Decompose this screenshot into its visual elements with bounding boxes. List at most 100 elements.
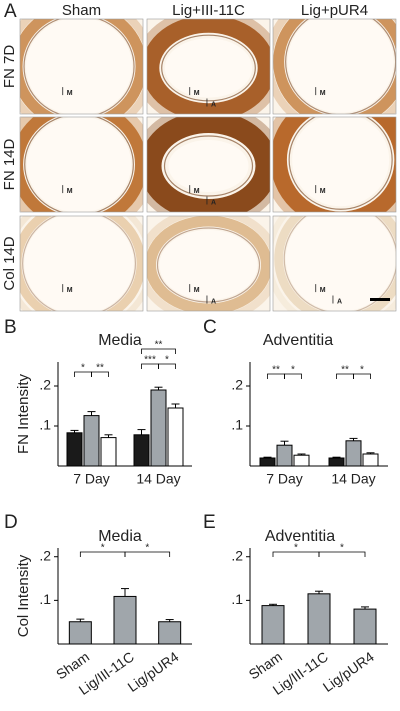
y-tick-label: .2 — [231, 377, 243, 393]
micrograph — [20, 216, 143, 311]
lumen — [26, 19, 133, 114]
vessel-intima — [24, 117, 134, 212]
chart-title: Adventitia — [263, 332, 333, 349]
y-tick-label: .1 — [231, 591, 243, 607]
cell-border — [272, 215, 397, 312]
y-tick-label: .2 — [39, 547, 51, 563]
row-label: FN 14D — [1, 138, 18, 190]
vessel-media — [20, 19, 143, 114]
significance-label: * — [101, 543, 105, 554]
significance-label: *** — [144, 355, 156, 366]
lumen — [159, 230, 258, 300]
micrograph — [147, 19, 270, 114]
bar — [167, 407, 184, 467]
chart-title: Media — [98, 528, 142, 545]
y-tick-label: .2 — [39, 377, 51, 393]
x-tick-label: 7 Day — [73, 471, 110, 487]
vessel-intima — [156, 227, 261, 303]
row-label: Col 14D — [1, 236, 18, 290]
cell-label: A — [337, 298, 342, 305]
y-tick-label: .1 — [39, 591, 51, 607]
cell-border — [272, 18, 397, 115]
vessel-intima — [163, 135, 254, 197]
significance-label: * — [165, 355, 169, 366]
vessel-media — [273, 19, 396, 114]
scale-bar — [370, 298, 390, 301]
micrograph — [147, 117, 270, 212]
panel-label: E — [203, 512, 216, 533]
vessel-media — [147, 117, 270, 212]
bar — [66, 432, 83, 467]
x-tick-label: 7 Day — [266, 471, 303, 487]
significance-label: ** — [155, 340, 163, 351]
panel-label: D — [4, 512, 18, 533]
bar — [113, 595, 137, 645]
cell-border — [19, 18, 144, 115]
column-header: Lig+pUR4 — [301, 2, 368, 19]
cell-border — [19, 215, 144, 312]
significance-label: ** — [96, 363, 104, 374]
significance-label: * — [294, 543, 298, 554]
x-tick-label: 14 Day — [331, 471, 375, 487]
x-tick-label: 14 Day — [136, 471, 180, 487]
bar — [150, 389, 167, 467]
significance-bracket — [124, 551, 171, 557]
significance-label: * — [360, 365, 364, 376]
significance-bracket — [284, 373, 302, 379]
y-axis-label: Col Intensity — [15, 554, 32, 637]
bar — [307, 593, 331, 645]
y-tick-label: .2 — [231, 547, 243, 563]
micrograph — [147, 216, 270, 311]
significance-bracket — [91, 371, 109, 377]
cell-label: M — [67, 90, 73, 97]
significance-label: * — [340, 543, 344, 554]
bar — [276, 444, 293, 467]
cell-label: M — [320, 188, 326, 195]
bar — [83, 415, 100, 467]
cell-label: M — [194, 287, 200, 294]
bar — [68, 621, 92, 645]
vessel-media — [274, 216, 396, 311]
cell-label: M — [67, 287, 73, 294]
bar — [293, 454, 310, 467]
y-tick-label: .1 — [231, 417, 243, 433]
panel-label: B — [4, 317, 17, 338]
column-header: Sham — [62, 2, 101, 19]
cell-label: A — [211, 199, 216, 206]
vessel-intima — [161, 34, 256, 102]
significance-bracket — [141, 348, 176, 354]
micrograph — [273, 19, 396, 114]
micrograph — [273, 216, 396, 311]
significance-bracket — [158, 363, 176, 369]
cell-border — [146, 116, 271, 213]
bar — [133, 434, 150, 467]
micrograph — [273, 117, 396, 212]
cell-border — [19, 116, 144, 213]
y-tick-label: .1 — [39, 417, 51, 433]
cell-label: A — [211, 101, 216, 108]
lumen — [26, 117, 132, 212]
x-tick-label: Lig/pUR4 — [125, 648, 182, 695]
column-header: Lig+III-11C — [172, 2, 245, 19]
bar — [345, 440, 362, 467]
vessel-intima — [288, 117, 393, 210]
cell-label: M — [320, 287, 326, 294]
panel-label: A — [4, 1, 17, 22]
micrograph — [20, 19, 143, 114]
vessel-intima — [23, 19, 135, 114]
vessel-media — [147, 19, 270, 114]
bar — [261, 605, 285, 645]
significance-label: * — [291, 365, 295, 376]
significance-label: ** — [272, 365, 280, 376]
lumen — [285, 216, 396, 311]
cell-label: M — [320, 90, 326, 97]
cell-border — [146, 18, 271, 115]
vessel-media — [20, 216, 143, 311]
lumen — [287, 19, 394, 113]
bar — [158, 621, 182, 645]
row-label: FN 7D — [1, 45, 18, 89]
cell-border — [272, 116, 397, 213]
bar — [100, 437, 117, 467]
cell-label: M — [194, 188, 200, 195]
